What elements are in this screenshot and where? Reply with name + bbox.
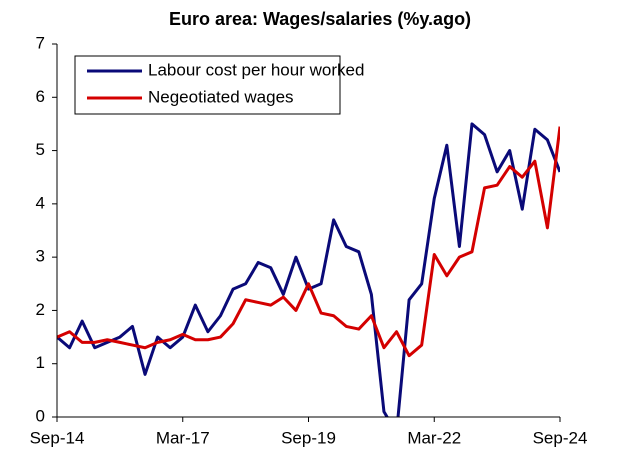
y-tick-label: 0 (36, 406, 45, 425)
y-tick-label: 4 (36, 193, 45, 212)
legend-label: Labour cost per hour worked (148, 60, 364, 79)
y-tick-label: 1 (36, 353, 45, 372)
line-series (57, 126, 560, 358)
x-tick-label: Mar-17 (156, 428, 210, 447)
chart-title: Euro area: Wages/salaries (%y.ago) (169, 9, 471, 29)
y-tick-label: 6 (36, 87, 45, 106)
y-tick-label: 3 (36, 247, 45, 266)
y-tick-label: 5 (36, 140, 45, 159)
legend-box (74, 55, 341, 115)
line-series (57, 122, 560, 417)
x-tick-label: Sep-24 (533, 428, 588, 447)
y-tick-label: 2 (36, 300, 45, 319)
x-tick-label: Sep-19 (281, 428, 336, 447)
y-tick-label: 7 (36, 33, 45, 52)
x-tick-label: Mar-22 (407, 428, 461, 447)
legend-label: Negeotiated wages (148, 87, 294, 106)
plot-area (57, 122, 560, 417)
x-tick-label: Sep-14 (30, 428, 85, 447)
